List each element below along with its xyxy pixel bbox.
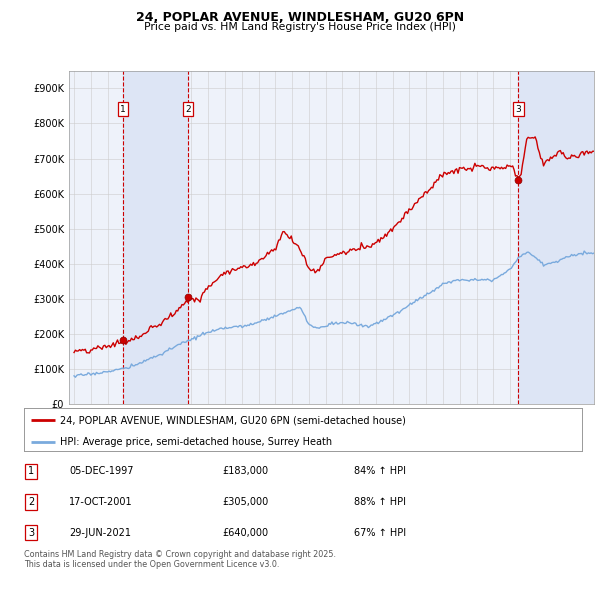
Text: 3: 3 [515, 105, 521, 114]
Text: 1: 1 [120, 105, 126, 114]
Text: 88% ↑ HPI: 88% ↑ HPI [354, 497, 406, 507]
Text: Price paid vs. HM Land Registry's House Price Index (HPI): Price paid vs. HM Land Registry's House … [144, 22, 456, 32]
Text: £640,000: £640,000 [222, 528, 268, 537]
Text: 17-OCT-2001: 17-OCT-2001 [69, 497, 133, 507]
Text: £305,000: £305,000 [222, 497, 268, 507]
Text: 1: 1 [28, 467, 34, 476]
Text: 24, POPLAR AVENUE, WINDLESHAM, GU20 6PN: 24, POPLAR AVENUE, WINDLESHAM, GU20 6PN [136, 11, 464, 24]
Text: HPI: Average price, semi-detached house, Surrey Heath: HPI: Average price, semi-detached house,… [60, 437, 332, 447]
Text: 67% ↑ HPI: 67% ↑ HPI [354, 528, 406, 537]
Bar [123, 71, 188, 404]
Text: 2: 2 [185, 105, 191, 114]
Text: Contains HM Land Registry data © Crown copyright and database right 2025.
This d: Contains HM Land Registry data © Crown c… [24, 550, 336, 569]
Text: 3: 3 [28, 528, 34, 537]
Bar [518, 71, 594, 404]
Text: 84% ↑ HPI: 84% ↑ HPI [354, 467, 406, 476]
Text: 29-JUN-2021: 29-JUN-2021 [69, 528, 131, 537]
Text: 2: 2 [28, 497, 34, 507]
Text: 05-DEC-1997: 05-DEC-1997 [69, 467, 133, 476]
Text: 24, POPLAR AVENUE, WINDLESHAM, GU20 6PN (semi-detached house): 24, POPLAR AVENUE, WINDLESHAM, GU20 6PN … [60, 415, 406, 425]
Text: £183,000: £183,000 [222, 467, 268, 476]
